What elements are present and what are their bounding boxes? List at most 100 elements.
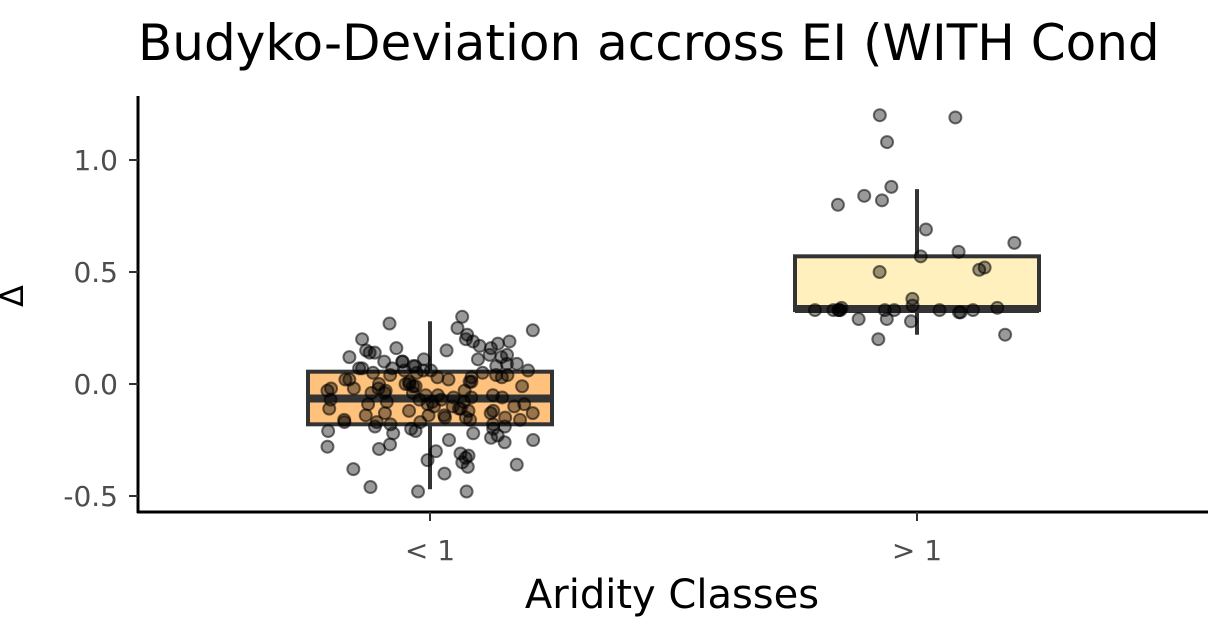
data-point [364, 385, 379, 400]
data-point [397, 363, 412, 378]
data-point [872, 265, 887, 279]
data-point [905, 298, 920, 313]
data-point [525, 406, 540, 421]
data-point [362, 345, 377, 360]
data-point [441, 433, 456, 447]
data-point [887, 303, 902, 318]
data-point [459, 484, 474, 499]
data-point [497, 435, 512, 450]
data-point [379, 394, 394, 409]
data-point [880, 135, 895, 150]
data-point [363, 480, 378, 495]
data-point [830, 197, 845, 212]
data-point [998, 327, 1013, 342]
data-point [913, 249, 928, 264]
y-tick-label: 0.0 [73, 368, 118, 401]
data-point [382, 316, 397, 331]
data-point [338, 372, 353, 387]
data-point [366, 365, 381, 380]
data-point [807, 303, 822, 318]
data-point [320, 439, 335, 454]
data-point [321, 424, 336, 439]
data-point [409, 365, 424, 380]
x-tick-label: < 1 [405, 534, 455, 567]
data-point [495, 390, 510, 405]
data-point [509, 356, 524, 371]
data-point [361, 397, 376, 412]
data-point [918, 222, 933, 237]
data-point [386, 426, 401, 441]
data-point [857, 188, 872, 203]
data-point [346, 462, 361, 477]
data-point [466, 426, 481, 441]
data-point [464, 374, 479, 389]
data-point [450, 321, 465, 335]
data-point [509, 457, 524, 472]
data-point [972, 262, 987, 277]
data-point [367, 419, 382, 434]
data-point [879, 312, 894, 327]
data-point [965, 303, 980, 318]
data-point [411, 484, 426, 499]
data-point [951, 244, 966, 259]
data-point [482, 347, 497, 362]
data-point [389, 341, 404, 356]
data-point [494, 370, 509, 385]
data-point [455, 309, 470, 324]
data-point [358, 408, 373, 423]
data-point [952, 305, 967, 320]
data-point [871, 332, 886, 347]
data-point [408, 424, 423, 439]
data-point [430, 370, 445, 385]
data-point [948, 110, 963, 125]
data-point [502, 334, 517, 349]
data-point [342, 350, 357, 365]
data-point [428, 444, 443, 459]
x-tick-label: > 1 [892, 534, 942, 567]
y-tick-label: 0.5 [73, 256, 118, 289]
y-tick-label: -0.5 [63, 480, 118, 513]
data-point [525, 323, 540, 338]
data-point [377, 406, 392, 421]
data-point [507, 399, 522, 414]
data-point [1007, 235, 1022, 250]
data-point [463, 412, 478, 427]
data-point [437, 410, 452, 425]
y-axis-label: Δ [0, 285, 31, 307]
data-point [437, 466, 452, 481]
data-point [884, 179, 899, 194]
data-point [831, 303, 846, 318]
data-point [932, 303, 947, 318]
chart-title: Budyko-Deviation accross EI (WITH Cond [138, 14, 1160, 72]
data-point [355, 332, 370, 347]
data-point [460, 459, 475, 474]
data-point [352, 361, 367, 376]
data-point [322, 401, 337, 416]
data-point [521, 363, 536, 378]
data-point [515, 379, 530, 394]
data-point [484, 430, 499, 445]
data-point [483, 406, 498, 421]
data-point [851, 312, 866, 327]
x-axis-label: Aridity Classes [524, 572, 820, 618]
data-point [470, 352, 485, 367]
data-point [337, 415, 352, 430]
data-point [372, 441, 387, 456]
data-point [990, 300, 1005, 315]
data-point [903, 314, 918, 329]
data-point [402, 403, 417, 418]
data-point [383, 368, 398, 383]
data-point [420, 453, 435, 468]
data-point [526, 433, 541, 447]
data-point [875, 193, 890, 208]
data-point [464, 390, 479, 405]
data-point [441, 372, 456, 387]
data-point [472, 338, 487, 353]
data-point [439, 343, 454, 358]
data-point [490, 336, 505, 351]
y-tick-label: 1.0 [73, 144, 118, 177]
data-point [872, 108, 887, 123]
data-point [513, 412, 528, 427]
